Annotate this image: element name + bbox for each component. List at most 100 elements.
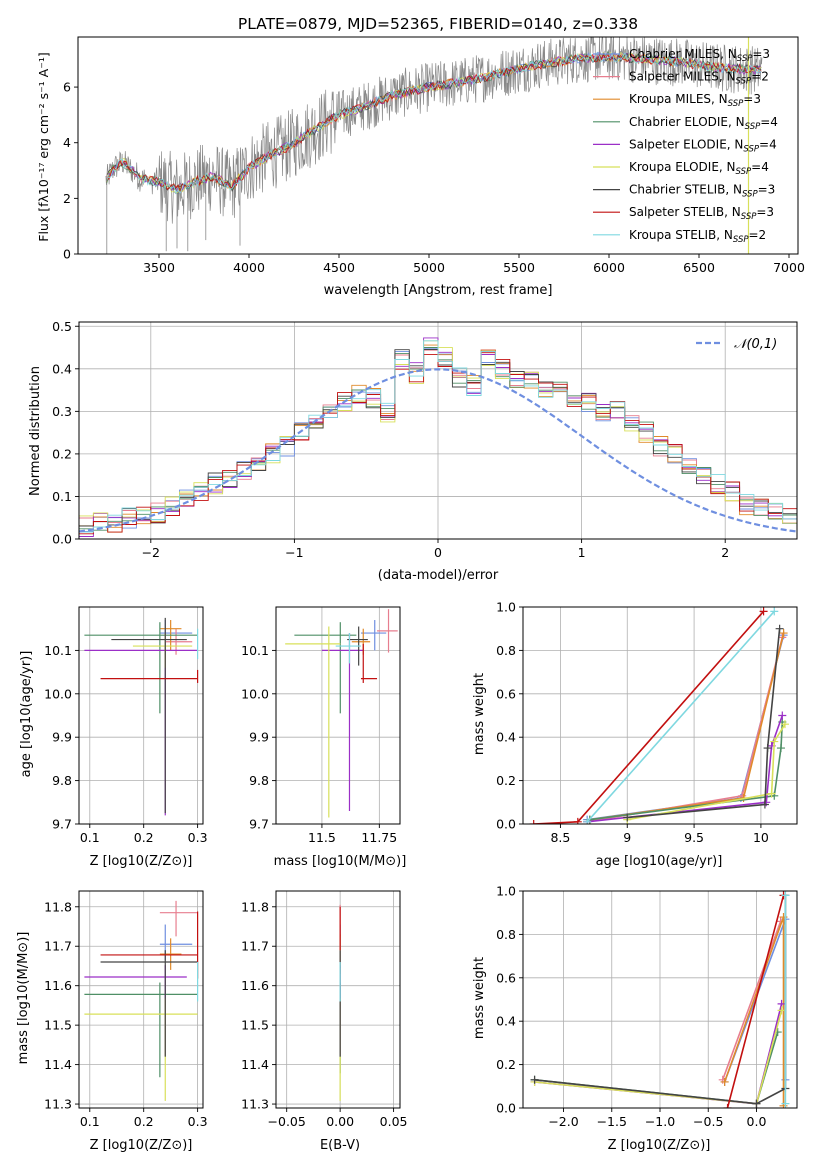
- y-tick-label: 4: [63, 135, 71, 150]
- y-tick-label: 0.3: [52, 404, 72, 419]
- mass-weight-marker: [767, 789, 776, 798]
- mass-weight-marker: [776, 744, 785, 753]
- mass-z-ylabel: mass [log10(M/M⊙)]: [16, 932, 31, 1065]
- mass-weight-marker: [781, 1099, 790, 1108]
- x-tick-label: 3500: [143, 260, 175, 275]
- legend-nssp: =2: [751, 70, 769, 84]
- mass-weight-marker: [760, 800, 769, 809]
- legend-subscript: SSP: [741, 212, 757, 222]
- legend-nssp: =4: [760, 115, 778, 129]
- y-tick-label: 9.7: [249, 817, 269, 832]
- gaussian-legend-label: 𝒩(0,1): [734, 337, 777, 352]
- gaussian-curve: [79, 368, 797, 533]
- mass-weight-line: [721, 921, 782, 1081]
- mass-weight-marker: [770, 737, 779, 746]
- legend-subscript: SSP: [743, 144, 759, 154]
- plot-area: [84, 900, 199, 1101]
- residual-histogram-step: [79, 340, 797, 533]
- x-tick-label: 0.05: [380, 1114, 408, 1129]
- mass-weight-marker: [759, 607, 768, 616]
- mass-weight-marker: [623, 813, 632, 822]
- y-tick-label: 0.1: [52, 489, 72, 504]
- plot-area: [84, 617, 199, 816]
- mass-weight-marker: [723, 1104, 732, 1108]
- axes-frame: [78, 321, 798, 540]
- legend-subscript: SSP: [733, 235, 749, 245]
- y-tick-label: 0.2: [496, 1057, 516, 1072]
- plot-area: [530, 891, 790, 1108]
- residual-ylabel: Normed distribution: [28, 366, 43, 496]
- y-tick-label: 0.5: [52, 319, 72, 334]
- spectrum-xlabel: wavelength [Angstrom, rest frame]: [324, 283, 553, 298]
- x-tick-label: 4500: [323, 260, 355, 275]
- weight-vs-z-plot: −2.0 −1.5 −1.0 −0.5 0.0 0.0 0.2 0.4 0.6 0.8 1.0: [496, 884, 798, 1129]
- x-tick-label: −0.05: [268, 1114, 306, 1129]
- age-vs-z-plot: 0.1 0.2 0.3 9.7 9.8 9.9 10.0 10.1: [44, 606, 208, 845]
- x-tick-label: −1: [285, 545, 303, 560]
- weight-age-xlabel: age [log10(age/yr)]: [596, 854, 723, 869]
- model-spectrum-line: [106, 52, 762, 192]
- legend-label: Chabrier ELODIE, NSSP=4: [629, 115, 778, 132]
- x-tick-label: 10: [753, 830, 769, 845]
- mass-weight-marker: [779, 629, 788, 638]
- x-tick-label: 5000: [413, 260, 445, 275]
- mass-weight-marker: [779, 1101, 788, 1108]
- x-tick-label: −1.0: [645, 1114, 675, 1129]
- mass-weight-marker: [529, 820, 538, 824]
- model-spectrum-line: [106, 52, 762, 193]
- age-mass-xlabel: mass [log10(M/M⊙)]: [274, 854, 407, 869]
- plot-area: [285, 609, 398, 818]
- y-tick-label: 0.6: [496, 970, 516, 985]
- x-tick-label: 9: [623, 830, 631, 845]
- mass-weight-line: [587, 634, 785, 821]
- y-tick-label: 11.4: [44, 1057, 72, 1072]
- x-tick-label: 11.75: [361, 830, 397, 845]
- x-tick-label: 0.1: [80, 1114, 100, 1129]
- x-tick-label: 0.1: [80, 830, 100, 845]
- mass-weight-line: [586, 610, 775, 823]
- y-tick-label: 11.5: [44, 1018, 72, 1033]
- mass-weight-marker: [780, 720, 789, 729]
- mass-ebv-xlabel: E(B-V): [320, 1138, 360, 1153]
- legend-subscript: SSP: [736, 167, 752, 177]
- y-tick-label: 6: [63, 80, 71, 95]
- x-tick-label: 2: [721, 545, 729, 560]
- x-tick-label: −2: [142, 545, 160, 560]
- x-tick-label: 0.3: [188, 830, 208, 845]
- spectrum-ylabel: Flux [fλ10⁻¹⁷ erg cm⁻² s⁻¹ A⁻¹]: [36, 52, 51, 241]
- spectrum-plot: 3500 4000 4500 5000 5500 6000 6500 7000 0 2 4 6: [63, 36, 805, 275]
- axes-frame: [275, 606, 401, 825]
- legend-label: Chabrier MILES, NSSP=3: [629, 47, 770, 64]
- y-tick-label: 0.4: [52, 361, 72, 376]
- mass-weight-marker: [752, 1099, 761, 1108]
- axes-frame: [522, 606, 798, 825]
- y-tick-label: 10.0: [44, 686, 72, 701]
- x-tick-label: 6500: [683, 260, 715, 275]
- x-tick-label: 6000: [593, 260, 625, 275]
- legend-nssp: =4: [751, 160, 769, 174]
- mass-weight-line: [726, 895, 785, 1108]
- mass-weight-marker: [763, 744, 772, 753]
- y-tick-label: 1.0: [496, 884, 516, 899]
- mass-vs-z-plot: 0.1 0.2 0.3 11.3 11.4 11.5 11.6 11.7 11.8: [44, 890, 208, 1129]
- x-tick-label: 1: [578, 545, 586, 560]
- y-tick-label: 0.4: [496, 730, 516, 745]
- legend-label: Kroupa ELODIE, NSSP=4: [629, 160, 769, 177]
- legend-nssp: =3: [743, 92, 761, 106]
- y-tick-label: 11.7: [44, 939, 72, 954]
- legend-label: Kroupa MILES, NSSP=3: [629, 92, 761, 109]
- residual-histogram-step: [79, 347, 797, 532]
- axes-frame: [78, 890, 204, 1109]
- x-tick-label: −2.0: [548, 1114, 578, 1129]
- y-tick-label: 10.1: [241, 643, 269, 658]
- legend-nssp: =2: [749, 228, 767, 242]
- mass-weight-line: [589, 632, 785, 821]
- mass-vs-ebv-plot: −0.05 0.00 0.05 11.3 11.4 11.5 11.6 11.7 11.8: [241, 890, 408, 1129]
- x-tick-label: 8.5: [550, 830, 570, 845]
- axes-frame: [275, 890, 401, 1109]
- age-vs-mass-plot: 11.5 11.75 9.7 9.8 9.9 10.0 10.1: [241, 606, 401, 845]
- mass-weight-marker: [530, 1075, 539, 1084]
- weight-z-xlabel: Z [log10(Z/Z⊙)]: [608, 1138, 711, 1153]
- mass-weight-marker: [775, 624, 784, 633]
- axes-frame: [522, 890, 798, 1109]
